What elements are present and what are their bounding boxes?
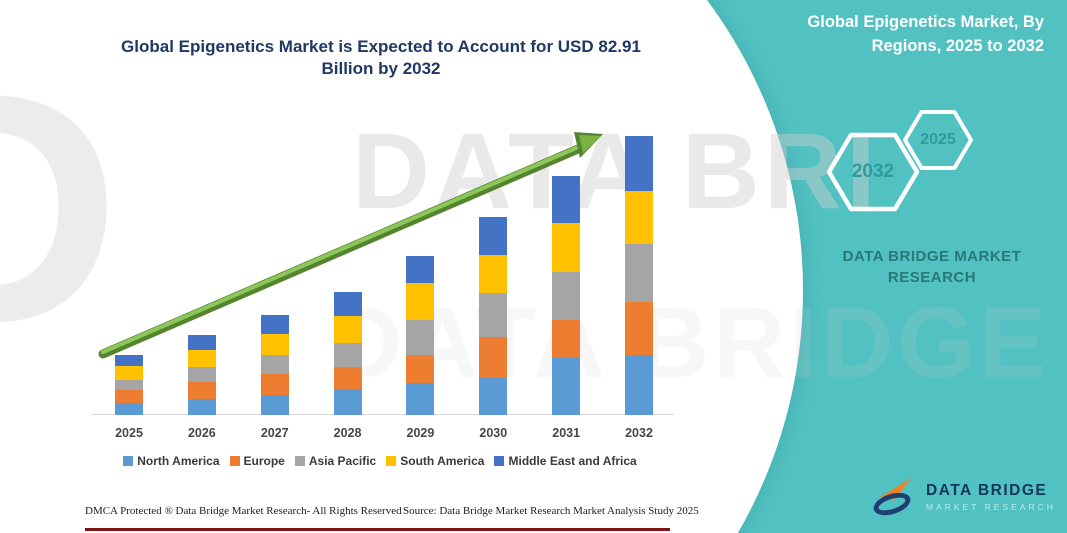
bar-segment — [187, 398, 216, 415]
bar-segment — [333, 342, 362, 367]
x-axis-label: 2030 — [479, 426, 508, 440]
bar-segment — [187, 350, 216, 367]
chart-title: Global Epigenetics Market is Expected to… — [121, 37, 641, 79]
brand-caps-text: DATA BRIDGE MARKET RESEARCH — [842, 248, 1022, 286]
bar-segment — [479, 255, 508, 294]
hexagon-back-label: 2032 — [851, 161, 895, 182]
legend-swatch — [123, 456, 134, 466]
bar-segment — [260, 355, 289, 375]
bar-segment — [187, 334, 216, 351]
bar-segment — [260, 374, 289, 395]
legend-item: South America — [386, 454, 484, 468]
bar-segment — [115, 365, 143, 380]
legend-label: South America — [400, 454, 485, 468]
bar-segment — [187, 382, 216, 399]
bar-segment — [333, 291, 362, 317]
bar-segment — [479, 377, 508, 415]
x-axis-label: 2031 — [552, 426, 581, 440]
bar-segment — [406, 383, 435, 415]
bar-segment — [333, 388, 362, 415]
bar-segment — [406, 283, 435, 321]
footer-red-rule — [85, 528, 670, 531]
x-axis-label: 2029 — [406, 426, 435, 440]
x-axis-label: 2025 — [115, 426, 143, 440]
bar-segment — [115, 389, 143, 403]
bar-segment — [406, 256, 435, 284]
legend-item: Europe — [229, 454, 285, 468]
bar-segment — [625, 354, 654, 415]
legend-label: Middle East and Africa — [508, 454, 637, 468]
x-axis-label: 2032 — [625, 426, 653, 440]
legend-item: Asia Pacific — [294, 454, 377, 468]
bar-segment — [552, 320, 581, 359]
bar-segment — [625, 244, 654, 302]
logo-subtitle: MARKET RESEARCH — [926, 502, 1056, 512]
x-axis-label: 2027 — [260, 426, 289, 440]
data-bridge-logo-icon — [870, 474, 918, 520]
footer-source-text: Source: Data Bridge Market Research Mark… — [403, 505, 699, 517]
bar-segment — [479, 217, 508, 256]
footer-dmca-text: DMCA Protected ® Data Bridge Market Rese… — [85, 505, 402, 517]
bar-segment — [115, 402, 143, 415]
bar-segment — [333, 366, 362, 389]
legend-item: Middle East and Africa — [494, 454, 637, 468]
legend-swatch — [294, 456, 305, 466]
bar-segment — [479, 293, 508, 337]
bar-segment — [625, 191, 654, 245]
panel-title: Global Epigenetics Market, By Regions, 2… — [807, 13, 1044, 55]
hexagon-front-label: 2025 — [920, 131, 956, 148]
bar-segment — [552, 223, 581, 272]
bar-segment — [260, 333, 289, 356]
bar-segment — [552, 176, 581, 224]
bar-segment — [406, 320, 435, 356]
x-axis-line — [92, 414, 674, 415]
logo-text: DATA BRIDGE MARKET RESEARCH — [926, 482, 1056, 512]
bar-segment — [552, 358, 581, 415]
bar-segment — [187, 366, 216, 383]
logo-name: DATA BRIDGE — [926, 482, 1048, 499]
bar-segment — [552, 271, 581, 321]
data-bridge-logo: DATA BRIDGE MARKET RESEARCH — [870, 474, 1056, 520]
bar-segment — [479, 336, 508, 378]
logo-ring-shape — [870, 488, 914, 520]
legend-item: North America — [123, 454, 220, 468]
bar-segment — [260, 315, 289, 334]
bar-segment — [260, 394, 289, 415]
legend-swatch — [229, 456, 240, 466]
bar-segment — [625, 301, 654, 355]
x-axis-label: 2026 — [187, 426, 216, 440]
legend-swatch — [386, 456, 397, 466]
bar-segment — [625, 136, 654, 192]
bar-segment — [115, 379, 143, 390]
legend-swatch — [494, 456, 505, 466]
bar-segment — [333, 316, 362, 343]
legend-label: Asia Pacific — [308, 454, 377, 468]
legend: North America Europe Asia Pacific South Ame… — [80, 454, 680, 468]
legend-label: North America — [137, 454, 220, 468]
legend-label: Europe — [243, 454, 285, 468]
x-axis-label: 2028 — [333, 426, 362, 440]
bar-segment — [406, 355, 435, 384]
bar-segment — [115, 355, 143, 366]
